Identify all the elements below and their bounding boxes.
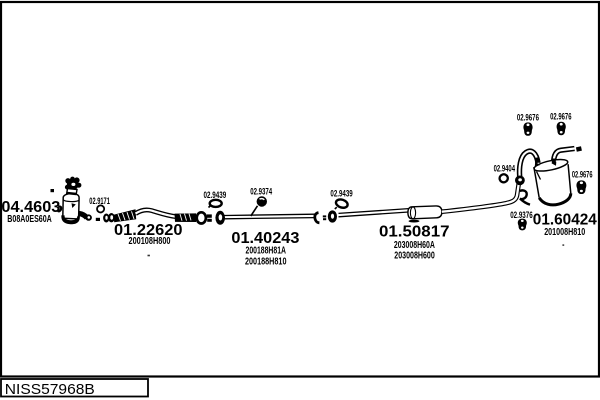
svg-text:02.9676: 02.9676 [550,112,571,122]
svg-text:02.9404: 02.9404 [494,164,515,174]
svg-text:02.9374: 02.9374 [250,186,272,196]
svg-text:200108H800: 200108H800 [129,236,171,247]
svg-text:203008H600: 203008H600 [394,250,435,261]
svg-text:01.60424: 01.60424 [533,211,597,228]
svg-text:02.9171: 02.9171 [89,196,110,206]
svg-text:01.50817: 01.50817 [379,223,450,240]
svg-text:02.9376: 02.9376 [510,210,533,220]
svg-text:200188H81A: 200188H81A [246,246,287,257]
svg-text:04.4603: 04.4603 [1,199,60,216]
svg-text:B08A0ES60A: B08A0ES60A [7,214,52,225]
svg-text:01.40243: 01.40243 [231,230,299,247]
svg-text:203008H60A: 203008H60A [394,240,435,251]
svg-text:02.9439: 02.9439 [330,188,352,198]
svg-text:02.9676: 02.9676 [517,112,539,122]
svg-text:201008H810: 201008H810 [544,227,585,238]
svg-text:01.22620: 01.22620 [114,222,183,239]
svg-text:02.9439: 02.9439 [204,190,227,200]
svg-text:NISS57968B: NISS57968B [5,381,95,398]
svg-text:200188H810: 200188H810 [245,257,287,268]
svg-text:02.9676: 02.9676 [572,170,593,180]
